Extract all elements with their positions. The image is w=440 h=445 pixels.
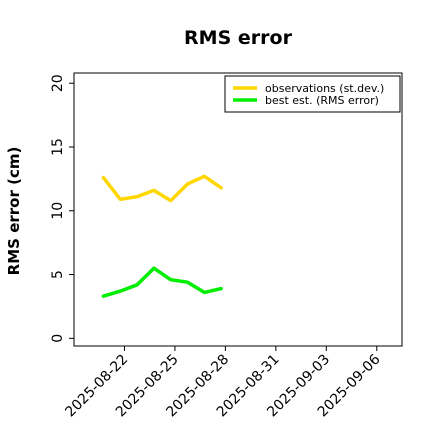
chart-title: RMS error	[184, 27, 293, 49]
y-tick-label: 20	[50, 74, 66, 92]
plot-frame	[73, 72, 403, 347]
legend-box	[224, 75, 401, 113]
y-tick-label: 5	[50, 270, 66, 279]
legend-label: observations (st.dev.)	[265, 82, 384, 95]
plot-area: 051015202025-08-222025-08-252025-08-2820…	[50, 72, 403, 420]
series-line-1	[101, 174, 223, 203]
legend-label: best est. (RMS error)	[265, 94, 379, 107]
series-line-2	[101, 266, 223, 298]
y-tick-label: 10	[50, 202, 66, 220]
y-axis-label: RMS error (cm)	[5, 147, 23, 276]
y-tick-label: 15	[50, 138, 66, 156]
y-tick-label: 0	[50, 334, 66, 343]
